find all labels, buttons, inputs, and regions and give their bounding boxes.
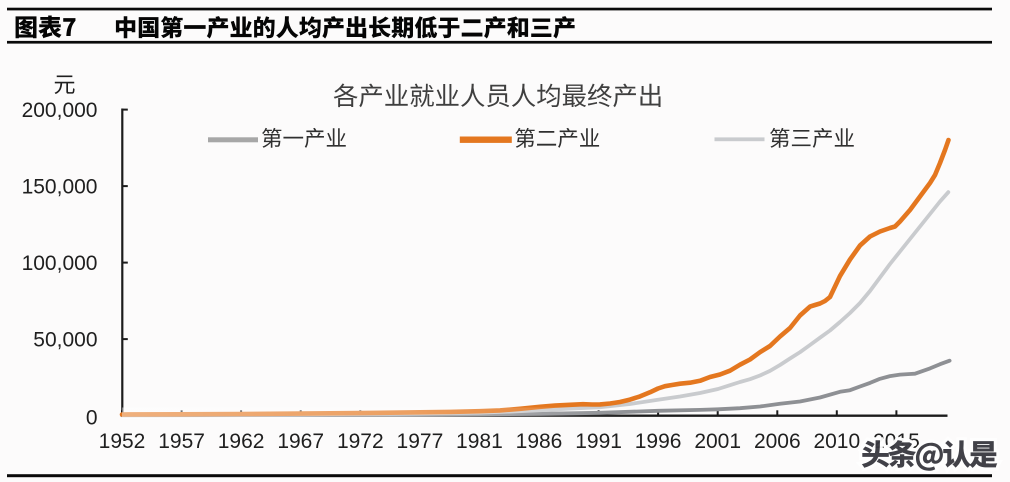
svg-text:2010: 2010 <box>813 430 860 453</box>
svg-text:1981: 1981 <box>456 430 503 453</box>
svg-text:1962: 1962 <box>218 430 265 453</box>
svg-text:2001: 2001 <box>694 430 741 453</box>
svg-text:2006: 2006 <box>754 430 801 453</box>
svg-text:150,000: 150,000 <box>22 176 98 199</box>
svg-text:1967: 1967 <box>277 430 324 453</box>
svg-text:1972: 1972 <box>337 430 384 453</box>
svg-text:100,000: 100,000 <box>22 252 98 275</box>
svg-text:0: 0 <box>86 407 98 430</box>
svg-text:50,000: 50,000 <box>33 329 97 352</box>
svg-text:1977: 1977 <box>397 430 444 453</box>
svg-text:200,000: 200,000 <box>22 99 98 122</box>
svg-text:1991: 1991 <box>575 430 622 453</box>
svg-text:1996: 1996 <box>635 430 682 453</box>
svg-text:1952: 1952 <box>99 430 146 453</box>
svg-text:1986: 1986 <box>516 430 563 453</box>
svg-text:1957: 1957 <box>158 430 205 453</box>
